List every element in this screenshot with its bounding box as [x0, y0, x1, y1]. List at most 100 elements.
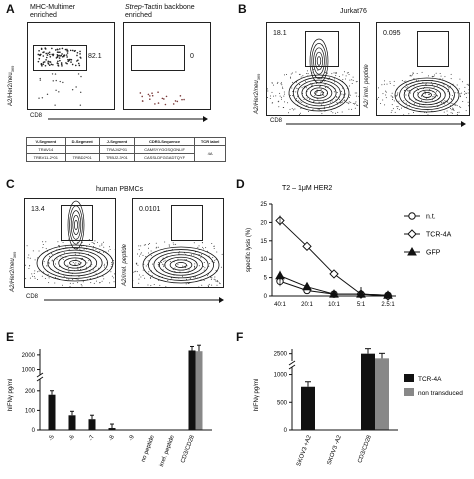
flow-event — [61, 65, 63, 67]
flow-event — [459, 78, 461, 80]
flow-event — [335, 99, 337, 101]
panel-a-plot2-value: 0 — [190, 53, 194, 60]
flow-event — [298, 114, 300, 115]
flow-event — [92, 248, 94, 250]
flow-event — [64, 246, 66, 248]
contour-line — [314, 90, 324, 96]
flow-event — [450, 98, 452, 100]
flow-event — [139, 92, 142, 94]
flow-event — [54, 49, 57, 51]
panel-c-x-arrow — [44, 297, 224, 303]
flow-event — [298, 83, 300, 85]
contour-line — [36, 244, 114, 282]
flow-event — [391, 104, 393, 106]
flow-event — [147, 247, 149, 249]
flow-event — [211, 242, 213, 244]
flow-event — [324, 84, 326, 86]
flow-event — [39, 79, 42, 81]
flow-event — [220, 266, 222, 268]
flow-event — [386, 83, 388, 85]
flow-event — [341, 111, 343, 113]
flow-event — [338, 98, 340, 100]
flow-event — [453, 109, 455, 111]
flow-event — [289, 108, 291, 110]
flow-event — [405, 102, 407, 104]
contour-line — [74, 219, 78, 231]
flow-event — [383, 83, 385, 85]
flow-event — [52, 253, 54, 255]
flow-event — [38, 49, 40, 52]
flow-event — [163, 264, 165, 266]
flow-event — [48, 64, 51, 67]
flow-event — [291, 81, 293, 83]
x-tick-label: -6 — [68, 434, 76, 442]
flow-event — [138, 249, 140, 251]
contour-line — [148, 249, 214, 281]
panel-a-xlabel: CD8 — [30, 113, 43, 119]
flow-event — [145, 265, 147, 267]
flow-event — [59, 55, 61, 57]
flow-event — [465, 97, 467, 99]
flow-event — [203, 248, 205, 250]
flow-event — [75, 258, 77, 260]
flow-event — [46, 54, 49, 56]
flow-event — [295, 87, 297, 89]
legend-label: TCR-4A — [418, 376, 442, 383]
flow-event — [95, 280, 97, 282]
flow-event — [90, 282, 92, 284]
data-point — [408, 212, 416, 220]
flow-event — [354, 103, 356, 105]
flow-event — [58, 48, 61, 50]
flow-event — [420, 94, 422, 96]
panel-label-e: E — [6, 330, 15, 344]
flow-event — [203, 261, 205, 263]
table-cell: TRAV14 — [26, 145, 66, 154]
flow-event — [150, 254, 152, 256]
flow-event — [159, 284, 161, 286]
flow-event — [306, 104, 308, 106]
flow-event — [416, 88, 418, 90]
flow-event — [47, 62, 49, 64]
flow-event — [78, 253, 80, 255]
flow-event — [213, 261, 215, 263]
flow-event — [133, 280, 134, 282]
flow-event — [142, 269, 144, 271]
flow-event — [200, 257, 202, 259]
flow-event — [177, 287, 178, 288]
flow-event — [404, 90, 406, 92]
flow-event — [425, 112, 427, 114]
flow-event — [133, 271, 134, 273]
flow-event — [320, 81, 322, 83]
flow-event — [93, 282, 95, 284]
flow-event — [354, 107, 356, 109]
flow-event — [413, 85, 415, 87]
flow-event — [390, 95, 392, 97]
flow-event — [271, 91, 273, 93]
flow-event — [330, 101, 332, 103]
contour-line — [311, 43, 327, 79]
flow-event — [425, 97, 427, 99]
flow-event — [164, 241, 166, 243]
strep-italic: Strep- — [125, 4, 145, 11]
flow-event — [165, 286, 167, 287]
flow-event — [321, 104, 323, 106]
panel-label-d: D — [236, 177, 245, 191]
x-tick-label: irrel. peptide — [159, 434, 176, 468]
flow-event — [336, 97, 338, 99]
flow-event — [136, 253, 138, 255]
flow-event — [442, 78, 444, 80]
flow-event — [351, 108, 353, 110]
flow-event — [348, 97, 350, 99]
flow-event — [33, 272, 35, 274]
contour-line — [158, 254, 204, 276]
contour-line — [72, 215, 80, 235]
flow-event — [435, 72, 437, 74]
flow-event — [203, 280, 205, 282]
flow-event — [467, 101, 469, 103]
flow-event — [46, 93, 49, 96]
data-point — [329, 269, 339, 279]
flow-event — [62, 258, 64, 260]
flow-event — [65, 62, 67, 64]
y-tick-label: 2500 — [274, 352, 288, 358]
flow-event — [210, 276, 212, 278]
